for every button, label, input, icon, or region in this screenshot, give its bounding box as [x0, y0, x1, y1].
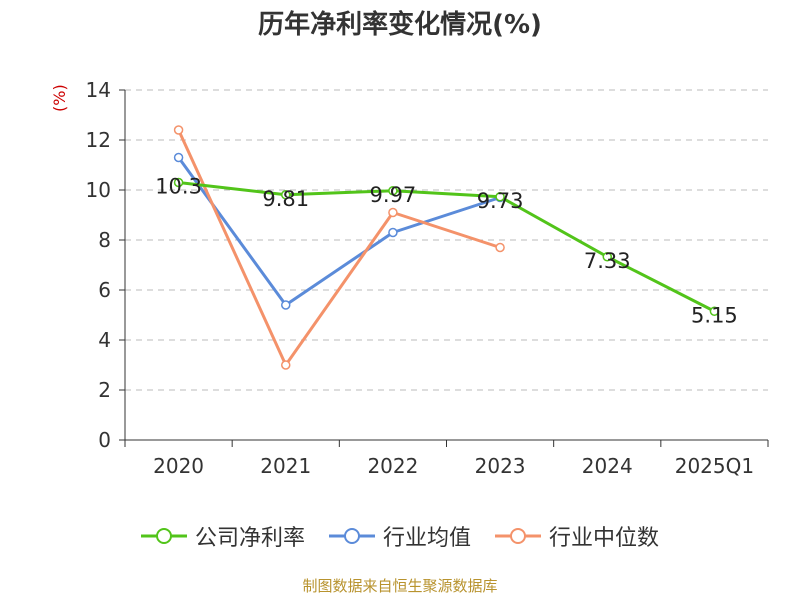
source-note: 制图数据来自恒生聚源数据库: [302, 577, 498, 595]
legend-item-company[interactable]: 公司净利率: [140, 520, 305, 552]
data-label: 9.73: [477, 189, 524, 213]
y-tick-label: 4: [98, 328, 111, 352]
y-tick-label: 6: [98, 278, 111, 302]
data-point: [388, 227, 398, 238]
data-point: [173, 125, 184, 135]
data-point: [281, 360, 291, 370]
legend-label: 行业均值: [382, 526, 471, 551]
x-tick-label: 2022: [367, 454, 418, 478]
series-line: [177, 129, 501, 367]
data-label: 9.97: [370, 183, 417, 207]
data-point: [281, 190, 291, 200]
data-label: 9.81: [262, 187, 309, 211]
legend-marker-icon: [140, 528, 187, 544]
legend-label: 行业中位数: [549, 526, 660, 551]
series-line: [177, 156, 501, 307]
y-tick-label: 10: [86, 178, 111, 202]
data-point: [388, 207, 398, 218]
data-point: [602, 252, 612, 262]
data-point: [709, 306, 720, 316]
legend: 公司净利率 行业均值 行业中位数: [0, 520, 800, 552]
legend-label: 公司净利率: [194, 526, 305, 551]
data-point: [495, 192, 505, 202]
legend-item-industry-mean[interactable]: 行业均值: [328, 520, 471, 552]
legend-item-industry-median[interactable]: 行业中位数: [495, 520, 659, 552]
x-tick-label: 2024: [582, 454, 633, 478]
x-tick-label: 2025Q1: [675, 454, 754, 478]
y-tick-label: 2: [98, 378, 111, 402]
y-tick-label: 8: [98, 228, 111, 252]
x-tick-label: 2021: [260, 454, 311, 478]
data-point: [173, 152, 184, 163]
data-point: [495, 242, 505, 253]
legend-marker-icon: [495, 528, 541, 544]
data-label: 7.33: [584, 249, 631, 273]
y-tick-label: 0: [98, 428, 111, 452]
data-point: [281, 300, 291, 310]
x-tick-label: 2023: [475, 454, 526, 478]
legend-marker-icon: [328, 528, 375, 544]
y-tick-label: 14: [86, 78, 111, 102]
y-tick-label: 12: [86, 128, 111, 152]
data-label: 10.3: [155, 175, 202, 199]
data-point: [173, 177, 184, 188]
x-tick-label: 2020: [153, 454, 204, 478]
chart-title: 历年净利率变化情况(%): [258, 10, 542, 40]
data-label: 5.15: [691, 303, 738, 327]
data-point: [388, 186, 398, 196]
series-line: [178, 181, 716, 313]
